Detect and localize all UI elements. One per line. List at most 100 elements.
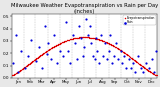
Evapotranspiration: [48, 49, 51, 50]
Evapotranspiration: [55, 45, 57, 46]
Evapotranspiration: [114, 46, 116, 48]
Evapotranspiration: [58, 43, 60, 44]
Evapotranspiration: [144, 68, 147, 69]
Evapotranspiration: [93, 38, 96, 39]
Evapotranspiration: [92, 37, 95, 39]
Rain: [140, 67, 142, 69]
Evapotranspiration: [82, 37, 85, 38]
Evapotranspiration: [28, 63, 31, 64]
Rain: [122, 55, 125, 56]
Evapotranspiration: [11, 75, 13, 76]
Rain: [38, 46, 40, 48]
Evapotranspiration: [138, 63, 140, 64]
Evapotranspiration: [141, 66, 144, 67]
Evapotranspiration: [22, 67, 25, 69]
Evapotranspiration: [112, 45, 115, 47]
Evapotranspiration: [129, 56, 131, 58]
Evapotranspiration: [55, 44, 58, 46]
Evapotranspiration: [77, 37, 80, 38]
Evapotranspiration: [114, 47, 117, 48]
Rain: [76, 59, 78, 60]
Rain: [155, 50, 157, 52]
Evapotranspiration: [95, 38, 97, 39]
Evapotranspiration: [132, 58, 134, 60]
Evapotranspiration: [41, 53, 44, 54]
Evapotranspiration: [142, 66, 145, 68]
Evapotranspiration: [153, 73, 155, 75]
Evapotranspiration: [69, 39, 72, 40]
Evapotranspiration: [80, 37, 82, 38]
Evapotranspiration: [104, 41, 107, 43]
Evapotranspiration: [16, 72, 19, 73]
Evapotranspiration: [14, 73, 16, 75]
Rain: [62, 55, 64, 56]
Title: Milwaukee Weather Evapotranspiration vs Rain per Day (Inches): Milwaukee Weather Evapotranspiration vs …: [11, 3, 158, 14]
Rain: [47, 43, 50, 44]
Evapotranspiration: [22, 68, 24, 69]
Rain: [95, 38, 97, 39]
Evapotranspiration: [25, 65, 28, 67]
Evapotranspiration: [23, 67, 25, 68]
Evapotranspiration: [52, 46, 54, 48]
Evapotranspiration: [139, 64, 141, 65]
Evapotranspiration: [86, 37, 89, 38]
Evapotranspiration: [108, 43, 111, 44]
Evapotranspiration: [73, 38, 75, 39]
Evapotranspiration: [150, 71, 152, 73]
Rain: [125, 67, 127, 69]
Evapotranspiration: [84, 37, 87, 38]
Rain: [142, 71, 144, 72]
Rain: [12, 62, 15, 64]
Evapotranspiration: [51, 47, 54, 48]
Evapotranspiration: [101, 40, 104, 41]
Evapotranspiration: [47, 49, 50, 51]
Evapotranspiration: [108, 43, 111, 45]
Evapotranspiration: [143, 67, 146, 68]
Evapotranspiration: [79, 37, 81, 38]
Evapotranspiration: [11, 74, 14, 76]
Evapotranspiration: [103, 41, 105, 42]
Evapotranspiration: [151, 72, 153, 74]
Evapotranspiration: [133, 60, 136, 61]
Evapotranspiration: [20, 69, 23, 70]
Evapotranspiration: [140, 64, 142, 66]
Evapotranspiration: [26, 65, 28, 66]
Evapotranspiration: [154, 74, 156, 75]
Evapotranspiration: [40, 54, 43, 55]
Evapotranspiration: [18, 71, 20, 72]
Evapotranspiration: [126, 54, 129, 56]
Evapotranspiration: [21, 68, 24, 70]
Evapotranspiration: [104, 41, 106, 42]
Evapotranspiration: [38, 56, 40, 57]
Rain: [145, 62, 147, 64]
Evapotranspiration: [96, 38, 98, 40]
Evapotranspiration: [43, 52, 46, 53]
Evapotranspiration: [139, 64, 142, 65]
Rain: [153, 71, 155, 72]
Evapotranspiration: [80, 37, 83, 38]
Evapotranspiration: [146, 69, 149, 71]
Evapotranspiration: [88, 37, 91, 38]
Evapotranspiration: [85, 37, 88, 38]
Evapotranspiration: [28, 63, 30, 64]
Evapotranspiration: [66, 39, 69, 41]
Evapotranspiration: [132, 59, 135, 60]
Evapotranspiration: [74, 37, 77, 39]
Evapotranspiration: [142, 66, 144, 68]
Rain: [96, 50, 98, 52]
Evapotranspiration: [56, 44, 59, 45]
Evapotranspiration: [136, 61, 138, 63]
Evapotranspiration: [68, 39, 71, 40]
Evapotranspiration: [96, 38, 99, 40]
Rain: [17, 71, 20, 72]
Evapotranspiration: [13, 74, 15, 75]
Rain: [119, 50, 122, 52]
Evapotranspiration: [149, 71, 151, 72]
Evapotranspiration: [105, 42, 108, 43]
Evapotranspiration: [63, 41, 65, 42]
Evapotranspiration: [78, 37, 80, 38]
Evapotranspiration: [34, 59, 36, 60]
Evapotranspiration: [127, 55, 129, 56]
Evapotranspiration: [99, 39, 102, 41]
Evapotranspiration: [155, 74, 157, 76]
